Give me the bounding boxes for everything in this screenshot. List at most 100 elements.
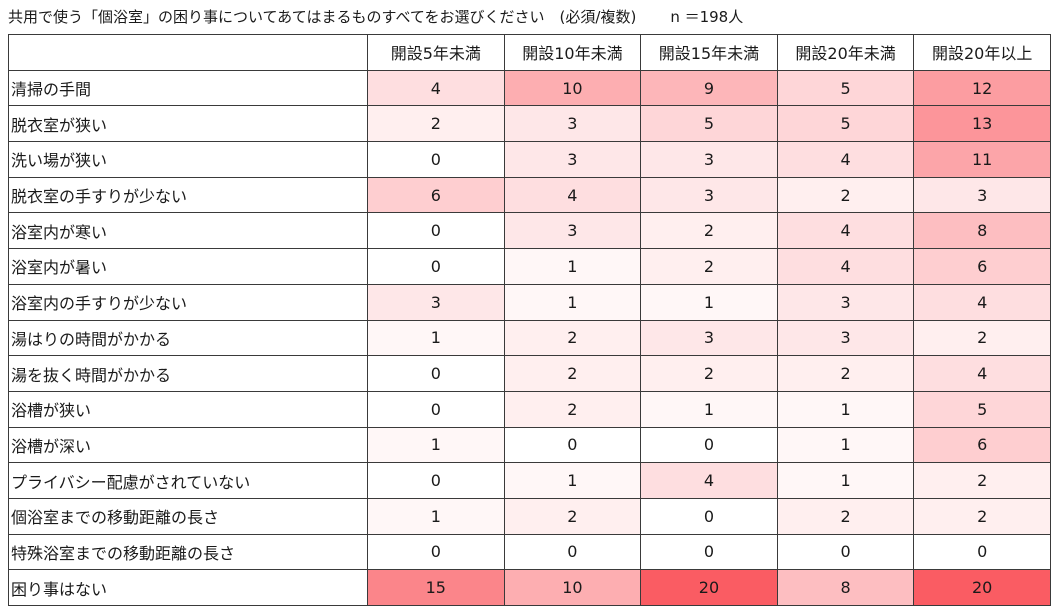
heat-cell: 3 xyxy=(640,141,778,178)
table-row: 洗い場が狭い 0 3 3 4 11 xyxy=(8,141,1051,178)
heat-cell: 0 xyxy=(367,141,505,178)
row-label: 困り事はない xyxy=(8,569,368,606)
heat-cell: 10 xyxy=(503,69,642,107)
heat-cell: 3 xyxy=(640,176,778,214)
row-label: 浴室内が寒い xyxy=(8,212,368,250)
heat-cell: 1 xyxy=(367,426,505,464)
heat-cell: 0 xyxy=(367,462,505,499)
table-row: 清掃の手間 4 10 9 5 12 xyxy=(8,69,1051,107)
heat-cell: 0 xyxy=(367,248,505,285)
heat-cell: 3 xyxy=(503,141,642,178)
heat-cell: 3 xyxy=(776,283,915,321)
heat-cell: 2 xyxy=(503,319,642,357)
row-label: プライバシー配慮がされていない xyxy=(8,462,368,499)
column-header: 開設20年未満 xyxy=(776,34,915,71)
heat-cell: 2 xyxy=(776,497,915,535)
table-row: 湯を抜く時間がかかる 0 2 2 2 4 xyxy=(8,355,1051,392)
heat-cell: 3 xyxy=(367,283,505,321)
heat-cell: 13 xyxy=(913,105,1051,143)
column-header: 開設20年以上 xyxy=(913,34,1051,71)
heat-cell: 4 xyxy=(640,462,778,499)
heat-cell: 4 xyxy=(367,69,505,107)
heat-cell: 0 xyxy=(503,533,642,571)
heat-cell: 2 xyxy=(503,355,642,392)
heat-cell: 2 xyxy=(913,319,1051,357)
heat-cell: 2 xyxy=(367,105,505,143)
heat-cell: 2 xyxy=(776,355,915,392)
row-label: 個浴室までの移動距離の長さ xyxy=(8,497,368,535)
heatmap-table: 開設5年未満 開設10年未満 開設15年未満 開設20年未満 開設20年以上 清… xyxy=(8,34,1051,606)
table-row: 脱衣室の手すりが少ない 6 4 3 2 3 xyxy=(8,176,1051,214)
table-row: 湯はりの時間がかかる 1 2 3 3 2 xyxy=(8,319,1051,357)
column-header: 開設5年未満 xyxy=(367,34,505,71)
heat-cell: 0 xyxy=(367,390,505,428)
title-text: 共用で使う「個浴室」の困り事についてあてはまるものすべてをお選びください (必須… xyxy=(8,8,637,26)
row-label: 湯を抜く時間がかかる xyxy=(8,355,368,392)
heat-cell: 3 xyxy=(913,176,1051,214)
heat-cell: 3 xyxy=(776,319,915,357)
table-row: 浴室内の手すりが少ない 3 1 1 3 4 xyxy=(8,283,1051,321)
heat-cell: 0 xyxy=(640,533,778,571)
heat-cell: 1 xyxy=(367,497,505,535)
heat-cell: 5 xyxy=(640,105,778,143)
row-label: 脱衣室の手すりが少ない xyxy=(8,176,368,214)
heat-cell: 5 xyxy=(776,69,915,107)
heat-cell: 0 xyxy=(640,497,778,535)
table-row: 個浴室までの移動距離の長さ 1 2 0 2 2 xyxy=(8,497,1051,535)
table-row: 特殊浴室までの移動距離の長さ 0 0 0 0 0 xyxy=(8,533,1051,571)
heat-cell: 0 xyxy=(913,533,1051,571)
heat-cell: 3 xyxy=(640,319,778,357)
heat-cell: 2 xyxy=(640,248,778,285)
row-label: 浴槽が深い xyxy=(8,426,368,464)
heat-cell: 2 xyxy=(640,212,778,250)
heat-cell: 1 xyxy=(776,462,915,499)
heat-cell: 0 xyxy=(367,533,505,571)
heat-cell: 6 xyxy=(367,176,505,214)
heat-cell: 5 xyxy=(913,390,1051,428)
row-label: 浴槽が狭い xyxy=(8,390,368,428)
table-row: 浴室内が寒い 0 3 2 4 8 xyxy=(8,212,1051,250)
heat-cell: 3 xyxy=(503,212,642,250)
heat-cell: 8 xyxy=(776,569,915,606)
heat-cell: 1 xyxy=(776,390,915,428)
heat-cell: 4 xyxy=(776,212,915,250)
heat-cell: 6 xyxy=(913,426,1051,464)
heat-cell: 2 xyxy=(503,497,642,535)
table-row: 困り事はない 15 10 20 8 20 xyxy=(8,569,1051,606)
heat-cell: 0 xyxy=(367,212,505,250)
heat-cell: 11 xyxy=(913,141,1051,178)
heat-cell: 0 xyxy=(503,426,642,464)
heat-cell: 1 xyxy=(640,390,778,428)
column-header: 開設15年未満 xyxy=(640,34,778,71)
heat-cell: 4 xyxy=(503,176,642,214)
column-header: 開設10年未満 xyxy=(503,34,642,71)
row-label: 清掃の手間 xyxy=(8,69,368,107)
heat-cell: 15 xyxy=(367,569,505,606)
heat-cell: 2 xyxy=(503,390,642,428)
heat-cell: 0 xyxy=(640,426,778,464)
heat-cell: 4 xyxy=(776,141,915,178)
heat-cell: 1 xyxy=(776,426,915,464)
heat-cell: 2 xyxy=(913,497,1051,535)
table-row: 浴槽が狭い 0 2 1 1 5 xyxy=(8,390,1051,428)
table-row: 浴室内が暑い 0 1 2 4 6 xyxy=(8,248,1051,285)
header-row: 開設5年未満 開設10年未満 開設15年未満 開設20年未満 開設20年以上 xyxy=(8,34,1051,71)
table-row: 脱衣室が狭い 2 3 5 5 13 xyxy=(8,105,1051,143)
row-label: 洗い場が狭い xyxy=(8,141,368,178)
heat-cell: 6 xyxy=(913,248,1051,285)
heat-cell: 10 xyxy=(503,569,642,606)
heat-cell: 2 xyxy=(640,355,778,392)
row-label: 浴室内の手すりが少ない xyxy=(8,283,368,321)
heat-cell: 20 xyxy=(913,569,1051,606)
row-label: 脱衣室が狭い xyxy=(8,105,368,143)
chart-title: 共用で使う「個浴室」の困り事についてあてはまるものすべてをお選びください (必須… xyxy=(8,6,743,27)
heat-cell: 1 xyxy=(640,283,778,321)
table-row: プライバシー配慮がされていない 0 1 4 1 2 xyxy=(8,462,1051,499)
heat-cell: 0 xyxy=(776,533,915,571)
heat-cell: 2 xyxy=(913,462,1051,499)
heat-cell: 8 xyxy=(913,212,1051,250)
heat-cell: 1 xyxy=(367,319,505,357)
heat-cell: 12 xyxy=(913,69,1051,107)
heat-cell: 1 xyxy=(503,248,642,285)
heat-cell: 2 xyxy=(776,176,915,214)
